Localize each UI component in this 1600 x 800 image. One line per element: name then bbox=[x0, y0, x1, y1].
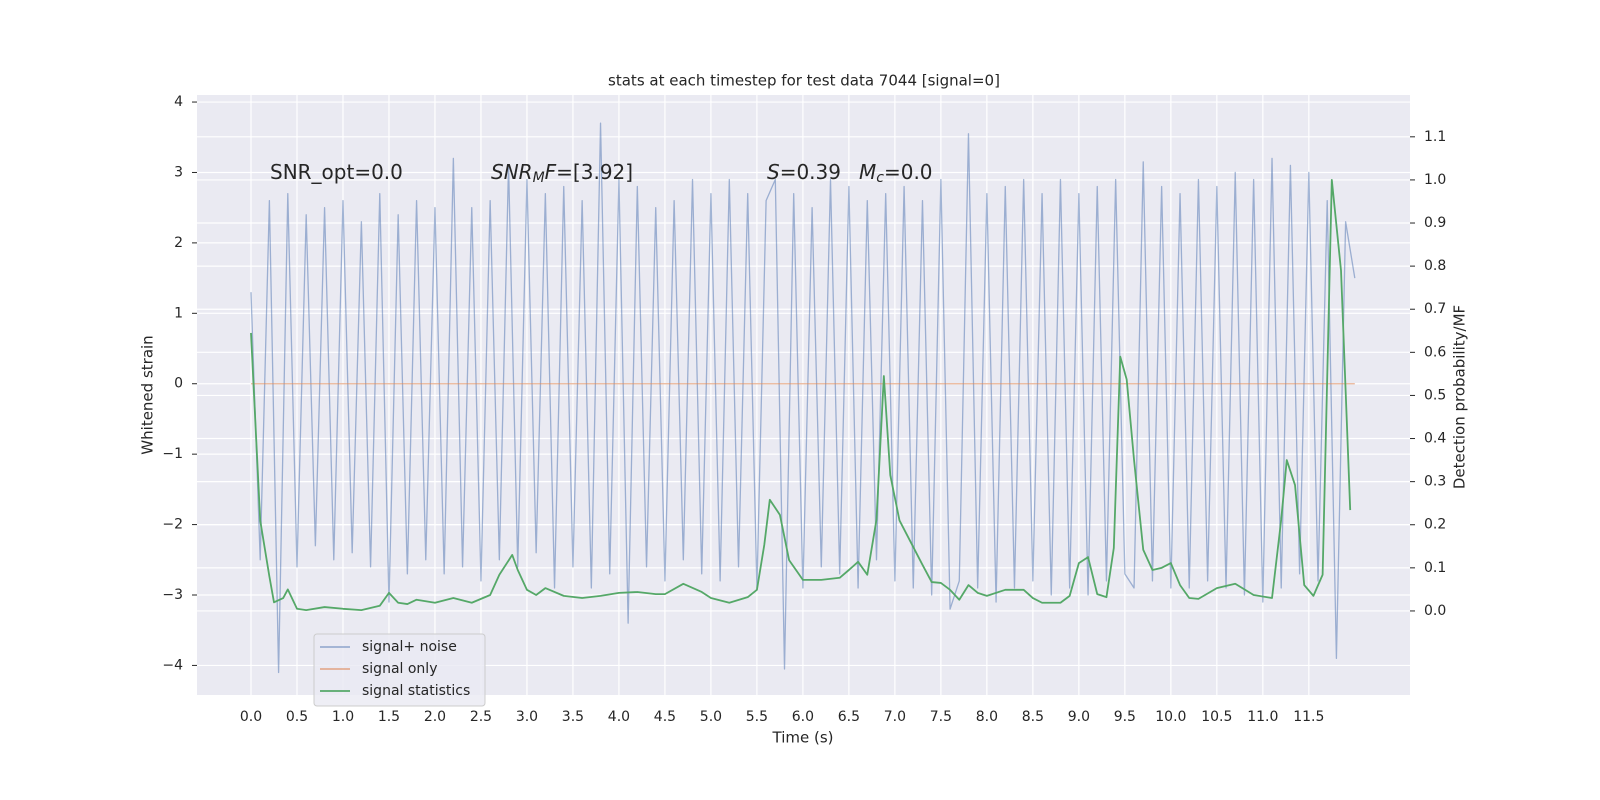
annotation: SNRMF=[3.92] bbox=[491, 160, 633, 187]
legend: signal+ noise signal only signal statistic… bbox=[313, 633, 486, 707]
annotation-part: c bbox=[876, 170, 884, 186]
x-tick-label: 1.5 bbox=[378, 709, 400, 725]
x-tick-label: 5.5 bbox=[746, 709, 768, 725]
annotation-part: SNR_opt=0.0 bbox=[270, 160, 403, 184]
x-tick-label: 7.5 bbox=[930, 709, 952, 725]
x-tick-label: 5.0 bbox=[700, 709, 722, 725]
annotation-part: =[3.92] bbox=[556, 160, 633, 184]
x-tick-label: 8.5 bbox=[1022, 709, 1044, 725]
x-tick-label: 6.5 bbox=[838, 709, 860, 725]
y2-tick-label: 0.8 bbox=[1424, 258, 1446, 274]
y-tick-label: −4 bbox=[162, 657, 183, 673]
annotation: SNR_opt=0.0 bbox=[270, 160, 403, 184]
x-tick-label: 2.0 bbox=[424, 709, 446, 725]
x-tick-label: 0.0 bbox=[240, 709, 262, 725]
y-tick-label: −2 bbox=[162, 517, 183, 533]
y-tick-label: 1 bbox=[174, 305, 183, 321]
y2-tick-label: 0.1 bbox=[1424, 560, 1446, 576]
labels: 0.0 0.5 1.0 1.5 2.0 2.5 3.0 3.5 4.0 4.5 5.0 5.5 6.0 6… bbox=[162, 94, 1446, 725]
x-tick-label: 11.5 bbox=[1293, 709, 1324, 725]
x-tick-label: 0.5 bbox=[286, 709, 308, 725]
legend-label: signal statistics bbox=[362, 683, 470, 699]
annotation-part: SNR bbox=[491, 160, 533, 184]
y2-tick-label: 1.0 bbox=[1424, 172, 1446, 188]
y-tick-label: −1 bbox=[162, 446, 183, 462]
series-line bbox=[250, 179, 1352, 611]
y2-tick-label: 1.1 bbox=[1424, 129, 1446, 145]
y2-tick-label: 0.6 bbox=[1424, 344, 1446, 360]
x-tick-label: 4.5 bbox=[654, 709, 676, 725]
legend-label: signal only bbox=[362, 661, 437, 677]
x-tick-label: 10.0 bbox=[1155, 709, 1186, 725]
chart-title: stats at each timestep for test data 704… bbox=[608, 72, 1000, 90]
annotation: S=0.39 bbox=[767, 160, 841, 184]
marks bbox=[250, 122, 1356, 674]
legend-label: signal+ noise bbox=[362, 639, 457, 655]
annotation-part: S bbox=[767, 160, 780, 184]
y2-tick-label: 0.4 bbox=[1424, 431, 1446, 447]
x-tick-label: 10.5 bbox=[1201, 709, 1232, 725]
y-tick-label: 4 bbox=[174, 94, 183, 110]
annotation-part: M bbox=[533, 170, 545, 186]
y2-tick-label: 0.5 bbox=[1424, 387, 1446, 403]
x-tick-label: 4.0 bbox=[608, 709, 630, 725]
y2-tick-label: 0.3 bbox=[1424, 474, 1446, 490]
x-tick-label: 11.0 bbox=[1247, 709, 1278, 725]
legend-box bbox=[313, 633, 486, 707]
x-tick-label: 9.5 bbox=[1114, 709, 1136, 725]
y-axis-label: Whitened strain bbox=[139, 335, 157, 454]
y2-tick-label: 0.9 bbox=[1424, 215, 1446, 231]
series-line bbox=[250, 122, 1356, 674]
y-tick-label: 0 bbox=[174, 376, 183, 392]
annotation-part: =0.0 bbox=[884, 160, 933, 184]
x-tick-label: 1.0 bbox=[332, 709, 354, 725]
x-tick-label: 6.0 bbox=[792, 709, 814, 725]
x-axis-label: Time (s) bbox=[772, 729, 834, 747]
x-tick-label: 8.0 bbox=[976, 709, 998, 725]
y-tick-label: 3 bbox=[174, 164, 183, 180]
x-tick-label: 2.5 bbox=[470, 709, 492, 725]
annotation-part: M bbox=[859, 160, 876, 184]
y-tick-label: 2 bbox=[174, 235, 183, 251]
x-tick-label: 7.0 bbox=[884, 709, 906, 725]
y-tick-label: −3 bbox=[162, 587, 183, 603]
x-tick-label: 9.0 bbox=[1068, 709, 1090, 725]
y2-axis-label: Detection probability/MF bbox=[1451, 305, 1469, 489]
annotation: Mc=0.0 bbox=[859, 160, 933, 187]
annotation-part: =0.39 bbox=[780, 160, 841, 184]
y2-tick-label: 0.0 bbox=[1424, 603, 1446, 619]
y2-tick-label: 0.7 bbox=[1424, 301, 1446, 317]
y2-tick-label: 0.2 bbox=[1424, 517, 1446, 533]
x-tick-label: 3.0 bbox=[516, 709, 538, 725]
annotation-part: F bbox=[545, 160, 557, 184]
x-tick-label: 3.5 bbox=[562, 709, 584, 725]
